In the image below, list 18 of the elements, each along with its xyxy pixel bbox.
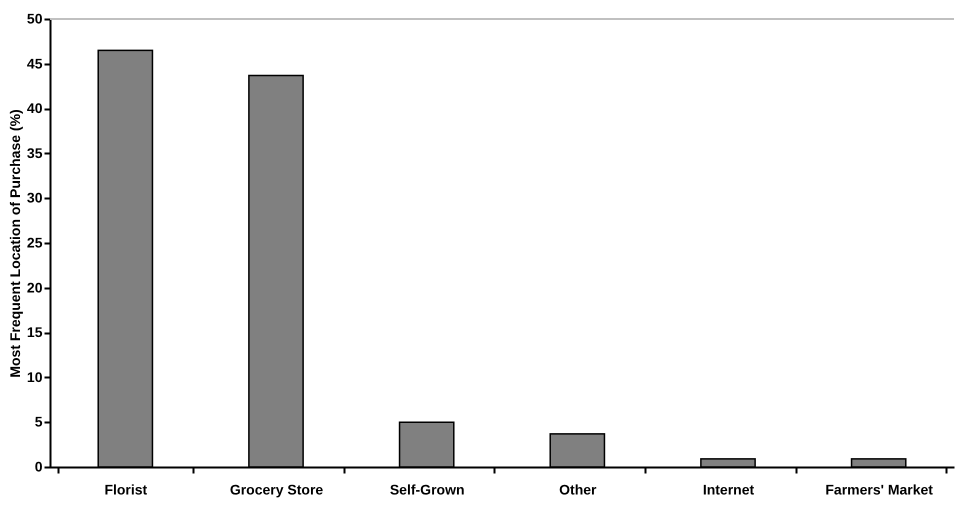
y-tick-label: 0 [34,458,43,474]
y-tick-label: 5 [34,414,43,430]
x-tick-label: Self-Grown [390,482,465,498]
y-tick-label: 40 [26,100,43,116]
y-tick-label: 30 [26,190,43,206]
x-tick-label: Florist [104,482,148,498]
y-tick-label: 50 [26,10,43,26]
y-tick-label: 10 [26,368,43,385]
x-tick-label: Farmers' Market [825,482,934,498]
y-tick-label: 25 [26,234,43,250]
y-tick-label: 20 [26,279,43,296]
x-tick-label: Grocery Store [230,482,324,498]
x-tick-label: Other [559,482,598,498]
y-tick-label: 35 [26,144,43,161]
y-tick-label: 15 [26,324,43,340]
y-tick-label: 45 [26,55,43,72]
x-tick-label: Internet [702,482,755,498]
y-axis-title: Most Frequent Location of Purchase (%) [6,109,23,378]
